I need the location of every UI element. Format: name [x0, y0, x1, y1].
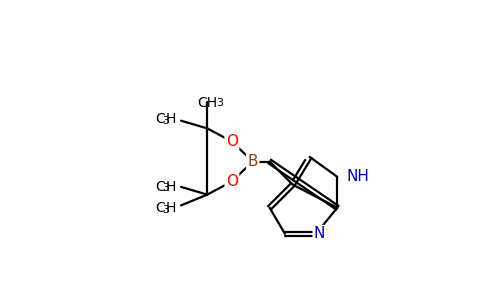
Text: H: H	[166, 202, 176, 215]
Text: 3: 3	[216, 98, 224, 108]
Text: H: H	[166, 112, 176, 126]
Text: C: C	[155, 180, 165, 194]
Text: 3: 3	[163, 184, 169, 194]
Text: C: C	[155, 202, 165, 215]
Text: 3: 3	[163, 116, 169, 126]
Text: C: C	[155, 112, 165, 126]
Text: NH: NH	[347, 169, 369, 184]
Text: O: O	[226, 174, 238, 189]
Text: O: O	[226, 134, 238, 149]
Text: B: B	[247, 154, 258, 169]
Text: 3: 3	[163, 205, 169, 215]
Text: N: N	[314, 226, 325, 242]
Text: CH: CH	[197, 96, 217, 110]
Text: H: H	[166, 180, 176, 194]
